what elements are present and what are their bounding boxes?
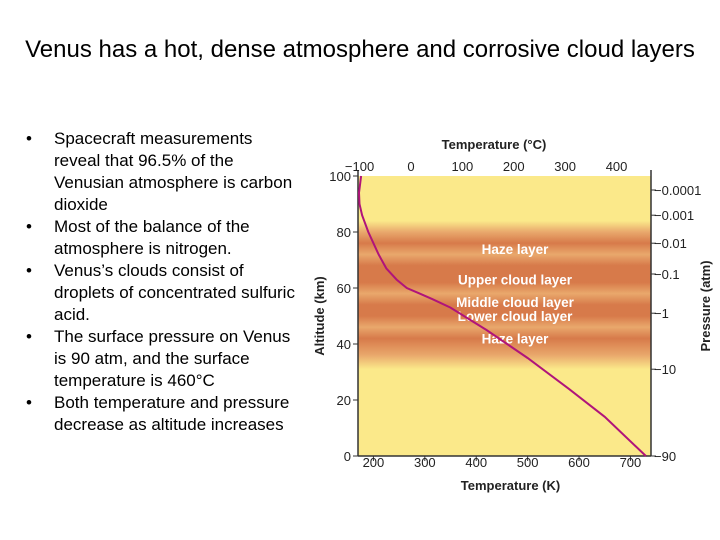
bullet-item: Most of the balance of the atmosphere is… [22, 216, 297, 260]
pressure-tick-label: −90 [654, 449, 676, 464]
pressure-tick-label: −10 [654, 362, 676, 377]
x-tick-label: 600 [568, 455, 590, 470]
top-axis-title: Temperature (°C) [442, 137, 547, 152]
pressure-tick-label: −0.0001 [654, 183, 701, 198]
x-axis-title: Temperature (K) [461, 478, 560, 493]
cloud-layer-label: Upper cloud layer [458, 273, 573, 288]
bullet-item: Both temperature and pressure decrease a… [22, 392, 297, 436]
cloud-layer-label: Lower cloud layer [458, 309, 574, 324]
x-tick-label: 400 [465, 455, 487, 470]
y-tick-label: 40 [337, 337, 351, 352]
bullet-item: Spacecraft measurements reveal that 96.5… [22, 128, 297, 216]
y-tick-label: 100 [329, 169, 351, 184]
bullet-item: Venus’s clouds consist of droplets of co… [22, 260, 297, 326]
temperature-profile-line [357, 175, 647, 457]
bullet-list: Spacecraft measurements reveal that 96.5… [22, 128, 297, 436]
top-tick-label: 0 [407, 159, 414, 174]
top-tick-label: 200 [503, 159, 525, 174]
venus-atmosphere-chart: Haze layer Upper cloud layer Middle cloud … [312, 137, 713, 493]
top-tick-label: 400 [606, 159, 628, 174]
cloud-layer-label: Haze layer [482, 242, 550, 257]
x-tick-label: 200 [363, 455, 385, 470]
x-tick-label: 300 [414, 455, 436, 470]
x-tick-label: 500 [517, 455, 539, 470]
x-tick-label: 700 [620, 455, 642, 470]
pressure-tick-label: −0.01 [654, 236, 687, 251]
plot-background [358, 176, 651, 456]
slide-title: Venus has a hot, dense atmosphere and co… [25, 36, 695, 63]
bullet-item: The surface pressure on Venus is 90 atm,… [22, 326, 297, 392]
pressure-tick-label: −0.001 [654, 208, 694, 223]
pressure-tick-label: −0.1 [654, 267, 680, 282]
cloud-layer-label: Middle cloud layer [456, 295, 575, 310]
pressure-tick-label: −1 [654, 306, 669, 321]
y-tick-label: 20 [337, 393, 351, 408]
top-tick-label: −100 [345, 159, 374, 174]
pressure-axis-title: Pressure (atm) [698, 260, 713, 351]
y-tick-label: 0 [344, 449, 351, 464]
top-tick-label: 300 [554, 159, 576, 174]
cloud-layer-label: Haze layer [482, 331, 550, 346]
y-tick-label: 60 [337, 281, 351, 296]
y-tick-label: 80 [337, 225, 351, 240]
top-tick-label: 100 [451, 159, 473, 174]
y-axis-title: Altitude (km) [312, 276, 327, 355]
